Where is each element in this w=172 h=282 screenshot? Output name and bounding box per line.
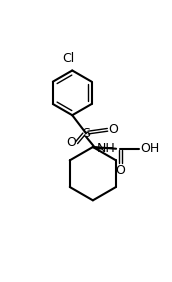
Text: S: S	[82, 127, 90, 140]
Text: O: O	[108, 123, 118, 136]
Text: O: O	[66, 136, 76, 149]
Text: NH: NH	[97, 142, 116, 155]
Text: Cl: Cl	[62, 52, 74, 65]
Text: O: O	[115, 164, 125, 177]
Text: OH: OH	[140, 142, 159, 155]
